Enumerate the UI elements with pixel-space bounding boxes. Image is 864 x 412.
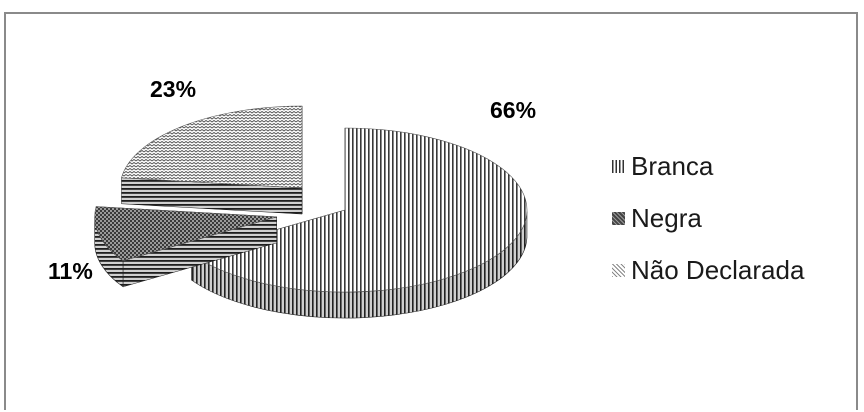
slice-negra — [94, 206, 277, 288]
slice-branca-top — [190, 127, 528, 293]
legend: Branca Negra Não Declarada — [612, 140, 804, 296]
slice-nao-declarada-top — [121, 105, 303, 189]
legend-item-n-o-declarada: Não Declarada — [612, 244, 804, 296]
legend-item-negra: Negra — [612, 192, 804, 244]
slice-negra-top — [94, 206, 277, 262]
legend-label: Branca — [631, 150, 714, 181]
legend-swatch — [612, 159, 625, 173]
legend-item-branca: Branca — [612, 140, 804, 192]
legend-swatch — [612, 211, 625, 225]
slice-nao-declarada — [121, 105, 303, 215]
legend-label: Não Declarada — [631, 254, 805, 285]
legend-label: Negra — [631, 202, 702, 233]
data-label-negra: 11% — [48, 258, 93, 284]
legend-swatch — [612, 263, 625, 277]
data-label-branca: 66% — [490, 97, 536, 123]
data-label-n-o-declarada: 23% — [150, 76, 196, 102]
